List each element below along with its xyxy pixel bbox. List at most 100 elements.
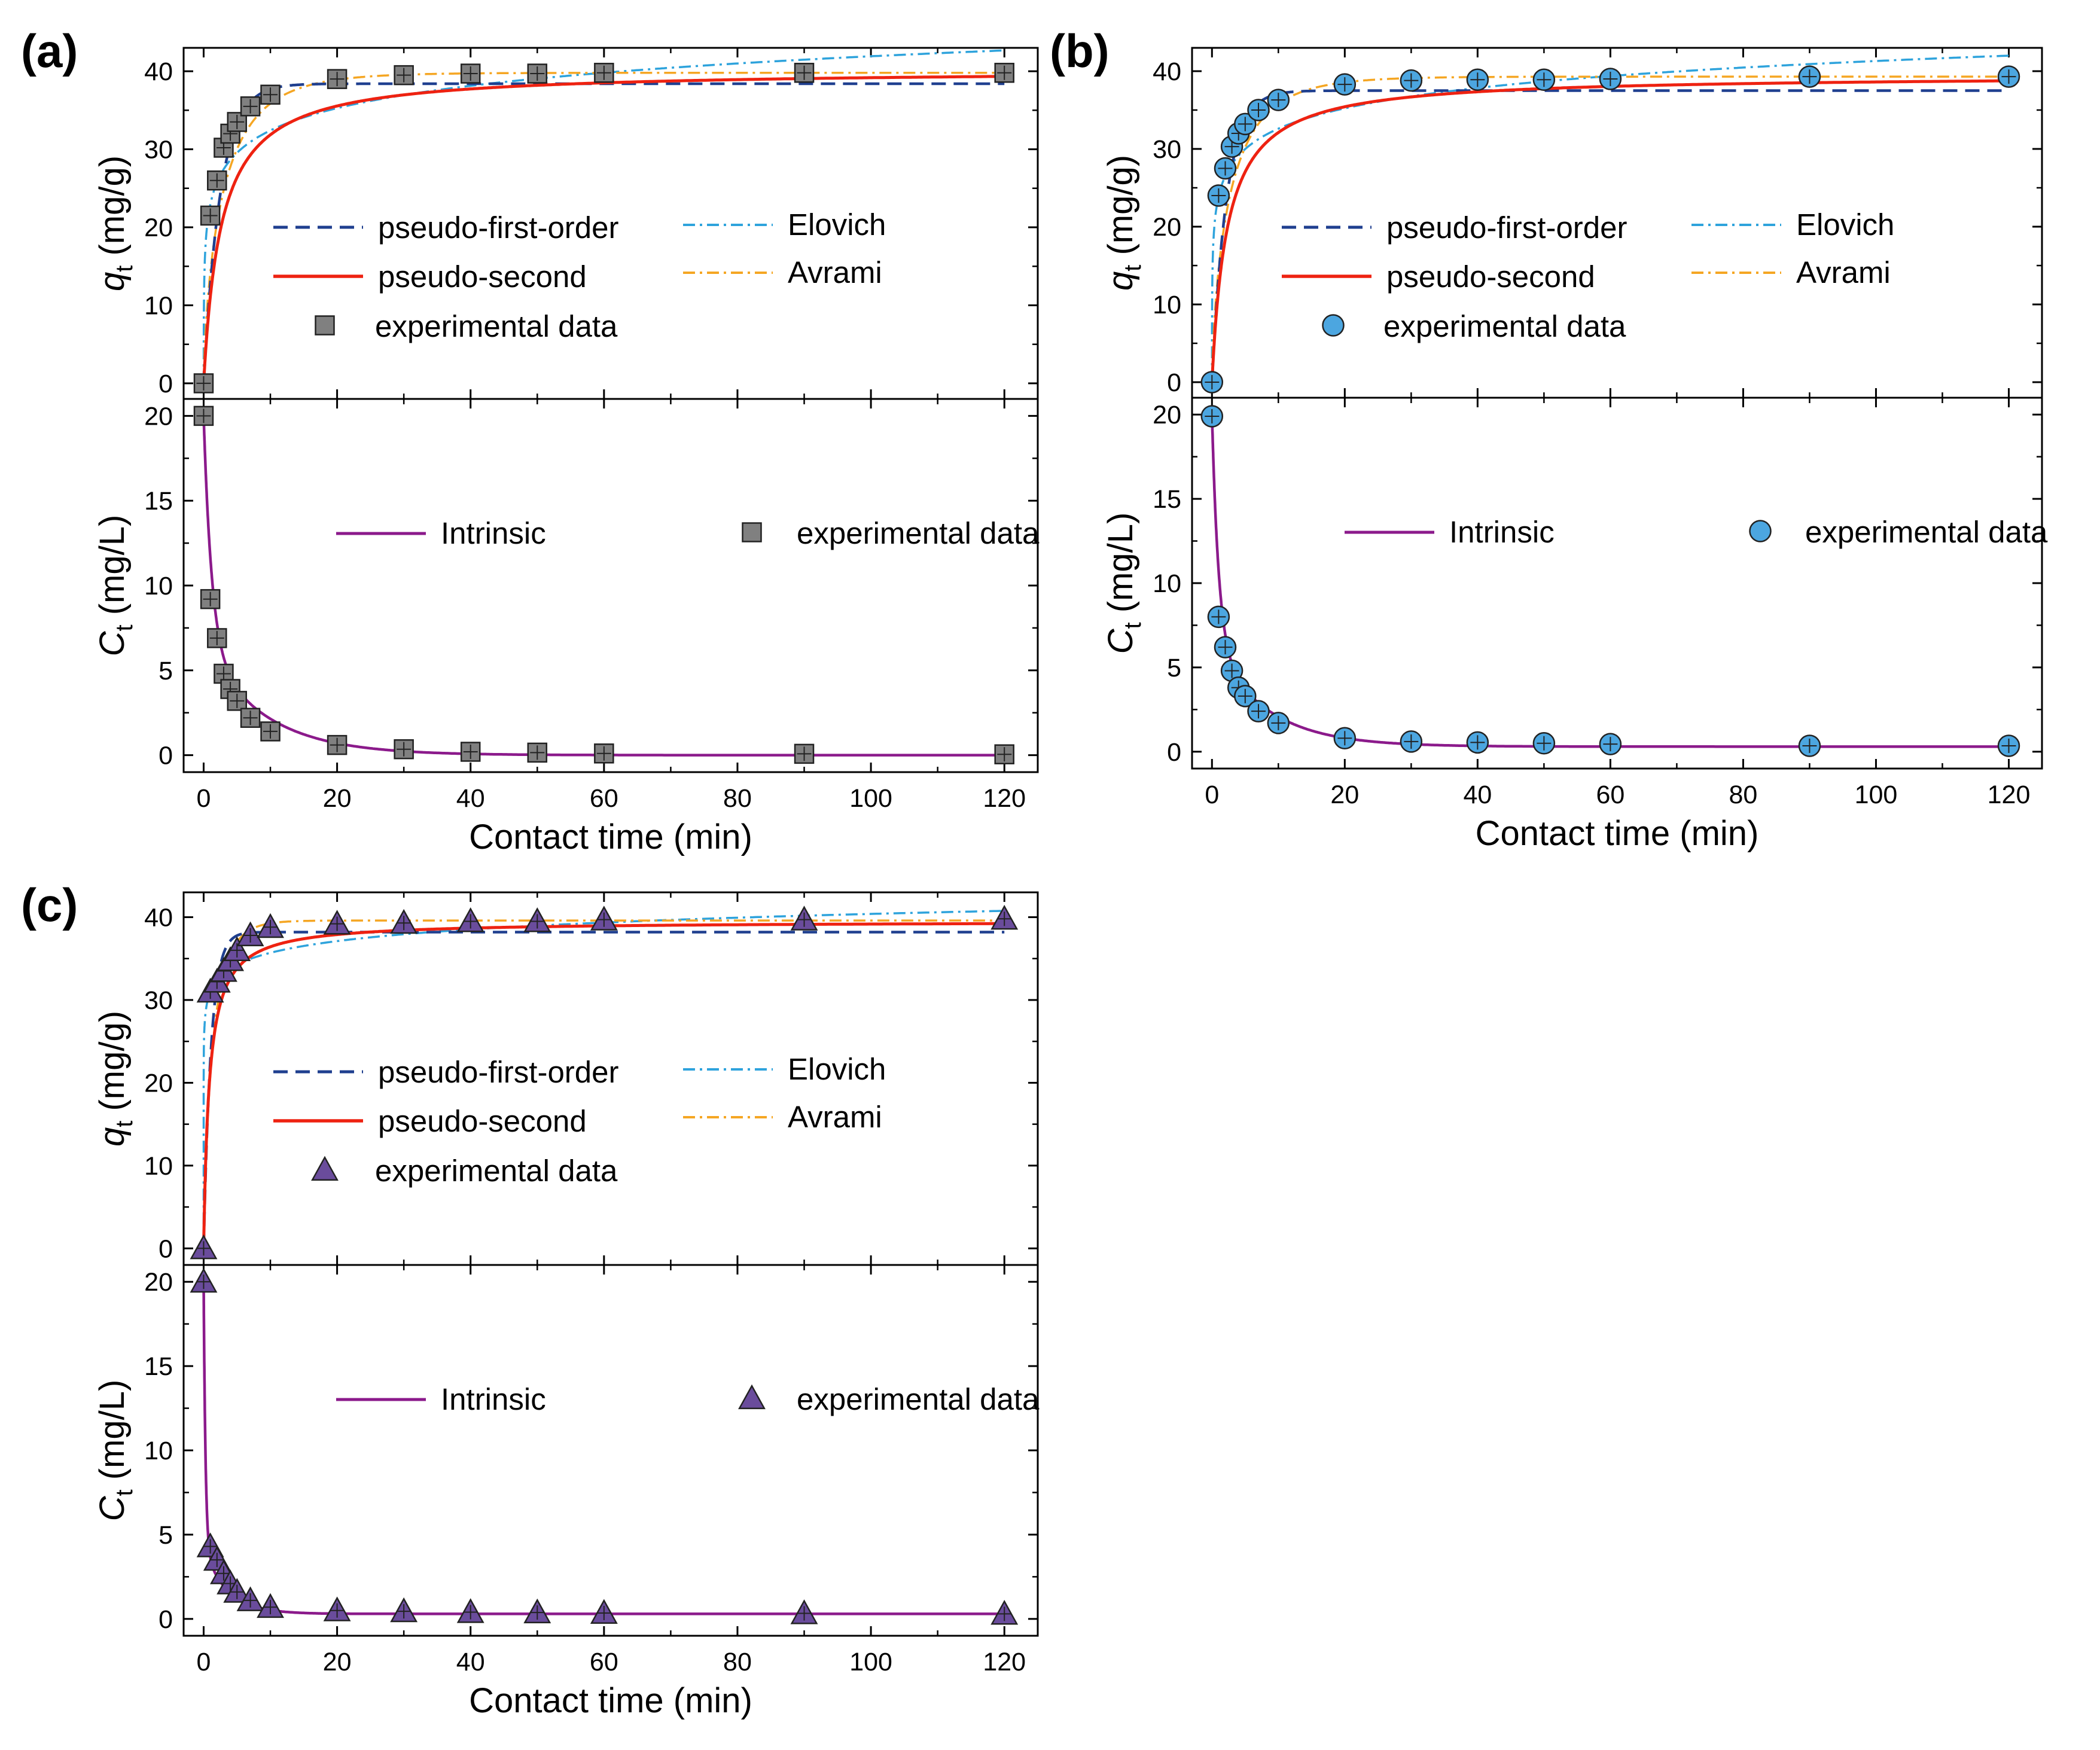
x-axis-title: Contact time (min)	[469, 818, 752, 856]
x-axis-title: Contact time (min)	[469, 1681, 752, 1720]
y-title-symbol: C	[1101, 628, 1140, 654]
q-legend: pseudo-first-order pseudo-second experimen…	[273, 208, 886, 343]
legend-swatch-exp	[1322, 314, 1345, 337]
legend-label-avrami: Avrami	[1796, 255, 1891, 289]
legend-label-avrami: Avrami	[788, 1100, 882, 1134]
legend-swatch-exp	[1749, 520, 1772, 542]
y-title-unit: (mg/g)	[1101, 155, 1140, 265]
c-tick-label: 10	[144, 572, 173, 600]
q-tick-label: 40	[1153, 57, 1181, 86]
svg-text:qt (mg/g): qt (mg/g)	[93, 156, 138, 291]
c-tick-label: 15	[1153, 485, 1181, 514]
q-tick-label: 40	[144, 904, 173, 932]
q-tick-label: 30	[1153, 135, 1181, 164]
q-tick-label: 20	[144, 1069, 173, 1097]
x-tick-label: 60	[1596, 781, 1624, 809]
c-tick-label: 15	[144, 487, 173, 516]
q-tick-label: 0	[159, 1234, 173, 1263]
x-tick-label: 120	[1988, 781, 2031, 809]
q-axis-title: qt (mg/g)	[93, 1011, 138, 1147]
x-tick-label: 0	[1205, 781, 1219, 809]
legend-label-intrinsic: Intrinsic	[1449, 515, 1555, 549]
curve-intrinsic	[202, 416, 1005, 757]
y-title-subscript: t	[111, 1121, 138, 1127]
legend-label-exp: experimental data	[797, 1382, 1040, 1416]
curve-elovich	[202, 910, 1005, 1249]
curve-intrinsic	[1211, 414, 2009, 748]
c-tick-label: 0	[159, 1605, 173, 1634]
legend-swatch-exp	[742, 522, 762, 542]
y-title-subscript: t	[111, 624, 138, 631]
x-tick-label: 40	[1463, 781, 1492, 809]
legend-label-pfo: pseudo-first-order	[378, 211, 619, 245]
q-legend: pseudo-first-order pseudo-second experimen…	[273, 1052, 886, 1188]
x-tick-label: 40	[456, 1648, 485, 1676]
panel-b: (b) 0 20 40 60 80 100 120 0 10 20 30 40 0 5 10 15 20 Conta…	[1050, 25, 2048, 853]
curve-elovich	[202, 49, 1005, 383]
legend-label-exp: experimental data	[375, 309, 618, 343]
legend-swatch-exp	[315, 315, 335, 336]
legend-label-intrinsic: Intrinsic	[441, 516, 546, 550]
curve-intrinsic	[202, 1282, 1005, 1615]
q-tick-label: 10	[1153, 291, 1181, 319]
q-tick-label: 0	[159, 370, 173, 398]
y-title-subscript: t	[1120, 622, 1146, 629]
legend-label-exp: experimental data	[1383, 309, 1626, 343]
x-tick-label: 60	[590, 1648, 618, 1676]
legend-label-pfo: pseudo-first-order	[378, 1055, 619, 1089]
legend-label-exp: experimental data	[375, 1154, 618, 1188]
x-tick-label: 80	[723, 784, 752, 813]
y-title-subscript: t	[1120, 265, 1146, 272]
c-plot-frame	[1191, 397, 2043, 770]
curve-pso	[1210, 79, 2009, 382]
svg-text:Ct (mg/L): Ct (mg/L)	[93, 515, 138, 657]
curve-elovich	[1211, 54, 2009, 382]
q-axis-title: qt (mg/g)	[93, 156, 138, 291]
x-tick-label: 100	[1855, 781, 1898, 809]
y-title-symbol: q	[1101, 272, 1140, 291]
legend-label-elovich: Elovich	[788, 208, 886, 242]
q-tick-label: 20	[144, 214, 173, 242]
curve-pfo	[202, 931, 1005, 1249]
q-axis-title: qt (mg/g)	[1101, 155, 1146, 291]
c-tick-label: 0	[159, 742, 173, 770]
c-legend: Intrinsic experimental data	[336, 1382, 1040, 1416]
x-tick-label: 20	[1330, 781, 1359, 809]
c-tick-label: 20	[144, 1268, 173, 1297]
y-title-unit: (mg/g)	[93, 156, 132, 266]
y-title-unit: (mg/L)	[93, 515, 132, 625]
x-tick-label: 80	[723, 1648, 752, 1676]
legend-swatch-exp	[311, 1156, 339, 1181]
q-tick-label: 10	[144, 291, 173, 320]
x-tick-label: 20	[323, 784, 352, 813]
legend-label-pfo: pseudo-first-order	[1386, 211, 1627, 245]
legend-label-pso: pseudo-second	[378, 260, 587, 294]
x-tick-label: 40	[456, 784, 485, 813]
svg-text:Ct (mg/L): Ct (mg/L)	[1101, 513, 1146, 654]
legend-label-intrinsic: Intrinsic	[441, 1382, 546, 1416]
q-tick-label: 20	[1153, 213, 1181, 242]
c-axis-title: Ct (mg/L)	[1101, 513, 1146, 654]
x-tick-label: 0	[197, 1648, 211, 1676]
c-legend: Intrinsic experimental data	[1345, 515, 2048, 549]
q-tick-label: 40	[144, 57, 173, 86]
x-tick-label: 120	[983, 784, 1026, 813]
c-plot-frame	[182, 1264, 1039, 1637]
svg-text:qt (mg/g): qt (mg/g)	[1101, 155, 1146, 291]
q-tick-label: 30	[144, 136, 173, 164]
legend-label-pso: pseudo-second	[1386, 260, 1595, 294]
panel-c: (c) 0 20 40 60 80 100 120 0 10 20 30 40 0 5 10 15 20 Conta…	[21, 879, 1040, 1720]
legend-label-avrami: Avrami	[788, 255, 882, 289]
c-tick-label: 10	[1153, 569, 1181, 598]
x-tick-label: 60	[590, 784, 618, 813]
legend-label-exp: experimental data	[797, 516, 1040, 550]
y-title-unit: (mg/g)	[93, 1011, 132, 1121]
q-tick-label: 30	[144, 986, 173, 1015]
y-title-subscript: t	[111, 1489, 138, 1496]
legend-label-exp: experimental data	[1805, 515, 2048, 549]
y-title-symbol: C	[93, 1495, 132, 1521]
x-tick-label: 20	[323, 1648, 352, 1676]
c-tick-label: 0	[1167, 738, 1181, 767]
y-title-unit: (mg/L)	[93, 1380, 132, 1490]
